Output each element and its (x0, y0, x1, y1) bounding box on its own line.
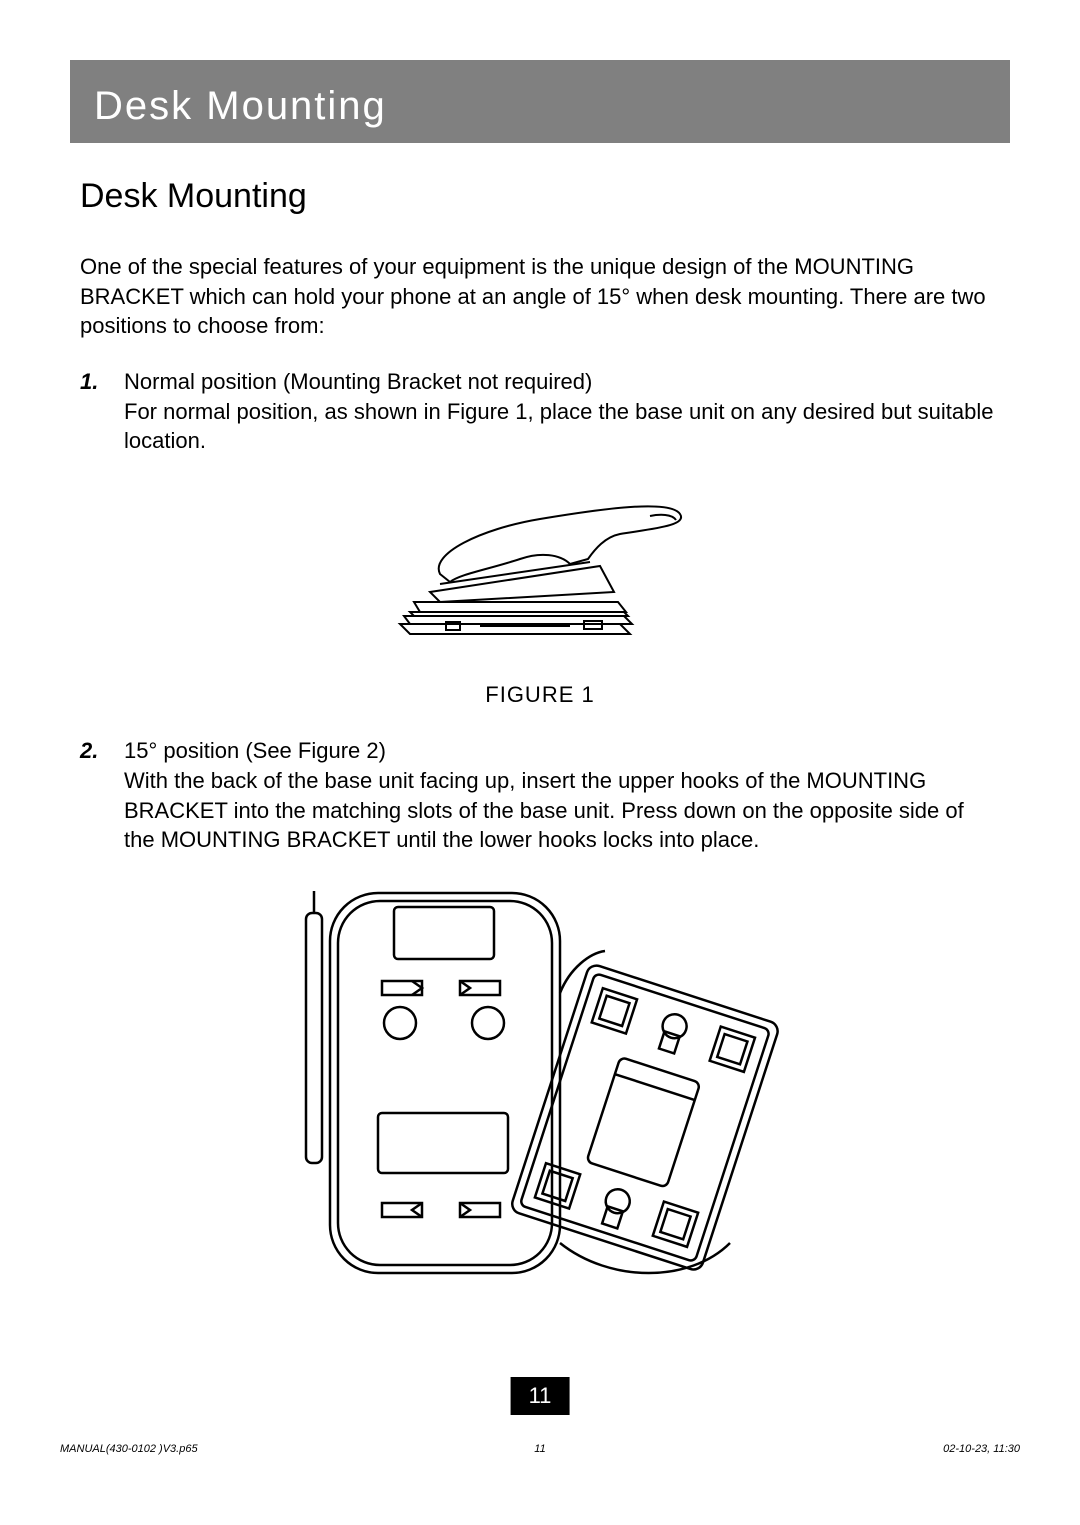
figure-1-illustration (370, 474, 710, 664)
figure-1-caption: FIGURE 1 (70, 682, 1010, 708)
list-text: 15° position (See Figure 2) With the bac… (124, 736, 1000, 855)
footer-left: MANUAL(430-0102 )V3.p65 (60, 1443, 198, 1455)
figure-2 (70, 873, 1010, 1293)
section-banner: Desk Mounting (70, 60, 1010, 143)
list-number: 1. (80, 367, 124, 456)
footer: MANUAL(430-0102 )V3.p65 11 02-10-23, 11:… (60, 1443, 1020, 1455)
page-number-badge: 11 (511, 1377, 570, 1415)
list-text: Normal position (Mounting Bracket not re… (124, 367, 1000, 456)
list-item-1: 1. Normal position (Mounting Bracket not… (80, 367, 1000, 456)
page-number: 11 (529, 1383, 552, 1408)
list-item-2: 2. 15° position (See Figure 2) With the … (80, 736, 1000, 855)
figure-2-illustration (260, 873, 820, 1293)
banner-title: Desk Mounting (94, 84, 986, 129)
footer-center: 11 (534, 1443, 545, 1455)
manual-page: Desk Mounting Desk Mounting One of the s… (0, 0, 1080, 1525)
list-number: 2. (80, 736, 124, 855)
footer-right: 02-10-23, 11:30 (943, 1443, 1020, 1455)
section-title: Desk Mounting (80, 177, 1010, 216)
figure-1: FIGURE 1 (70, 474, 1010, 708)
intro-paragraph: One of the special features of your equi… (80, 252, 1000, 341)
